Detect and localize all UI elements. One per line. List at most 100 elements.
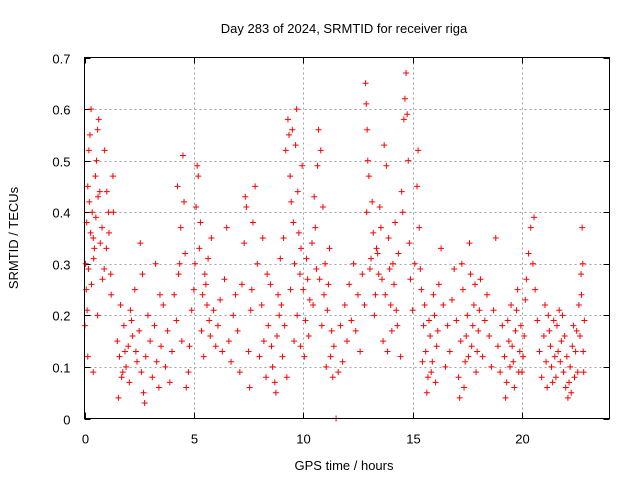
data-point	[258, 302, 265, 309]
data-point	[474, 348, 481, 355]
data-point	[245, 348, 252, 355]
data-point	[505, 338, 512, 345]
data-point	[558, 338, 565, 345]
data-point	[236, 369, 243, 376]
data-point	[177, 224, 184, 231]
data-point	[316, 276, 323, 283]
scatter-points	[81, 69, 588, 422]
data-point	[386, 265, 393, 272]
data-point	[243, 204, 250, 211]
data-point	[458, 260, 465, 267]
data-point	[520, 353, 527, 360]
data-point	[578, 291, 585, 298]
data-point	[302, 317, 309, 324]
data-point	[499, 322, 506, 329]
data-point	[453, 317, 460, 324]
data-point	[566, 379, 573, 386]
data-point	[388, 327, 395, 334]
data-point	[428, 369, 435, 376]
data-point	[214, 322, 221, 329]
data-point	[581, 317, 588, 324]
data-point	[175, 271, 182, 278]
data-point	[290, 219, 297, 226]
x-tick-label: 10	[296, 432, 310, 447]
data-point	[374, 250, 381, 257]
data-point	[289, 126, 296, 133]
data-point	[424, 374, 431, 381]
data-point	[178, 338, 185, 345]
data-point	[494, 343, 501, 350]
data-point	[457, 338, 464, 345]
data-point	[387, 302, 394, 309]
data-point	[363, 209, 370, 216]
data-point	[324, 307, 331, 314]
data-point	[511, 384, 518, 391]
data-point	[337, 322, 344, 329]
data-point	[260, 338, 267, 345]
data-point	[352, 327, 359, 334]
data-point	[263, 374, 270, 381]
data-point	[543, 358, 550, 365]
data-point	[325, 281, 332, 288]
data-point	[397, 353, 404, 360]
data-point	[212, 343, 219, 350]
data-point	[292, 142, 299, 149]
data-point	[155, 384, 162, 391]
data-point	[281, 322, 288, 329]
data-point	[90, 235, 97, 241]
data-point	[269, 363, 276, 370]
data-point	[434, 327, 441, 334]
data-point	[532, 286, 539, 293]
data-point	[344, 338, 350, 345]
data-point	[204, 302, 210, 309]
data-point	[291, 260, 298, 267]
data-point	[107, 271, 114, 278]
data-point	[182, 250, 189, 257]
data-point	[364, 126, 371, 133]
y-axis-label: SRMTID / TECUs	[6, 186, 21, 289]
data-point	[354, 291, 361, 298]
data-point	[547, 343, 554, 350]
data-point	[271, 379, 278, 386]
data-point	[181, 198, 188, 205]
data-point	[391, 281, 398, 288]
data-point	[287, 173, 294, 180]
data-point	[366, 265, 373, 272]
data-point	[389, 260, 396, 267]
data-point	[549, 379, 556, 386]
data-point	[322, 260, 329, 267]
data-point	[256, 353, 263, 360]
data-point	[301, 353, 308, 360]
data-point	[239, 281, 245, 288]
data-point	[275, 291, 282, 298]
data-point	[137, 240, 144, 247]
data-point	[383, 162, 390, 169]
data-point	[207, 332, 214, 339]
data-point	[510, 358, 517, 365]
data-point	[91, 245, 98, 252]
data-point	[574, 369, 581, 376]
data-point	[217, 296, 224, 303]
data-point	[427, 332, 434, 339]
data-point	[544, 384, 551, 391]
data-point	[449, 296, 455, 303]
data-point	[579, 224, 586, 231]
data-point	[398, 188, 405, 195]
data-point	[438, 245, 445, 252]
data-point	[128, 317, 135, 324]
data-point	[319, 204, 326, 211]
data-point	[415, 147, 422, 154]
data-point	[101, 147, 108, 154]
data-point	[563, 353, 570, 360]
data-point	[241, 240, 248, 247]
data-point	[267, 281, 274, 288]
data-point	[286, 131, 293, 138]
data-point	[418, 286, 425, 293]
data-point	[223, 224, 230, 231]
data-point	[468, 343, 475, 350]
data-point	[311, 193, 318, 200]
data-point	[373, 245, 380, 252]
data-point	[329, 374, 336, 381]
data-point	[504, 317, 511, 324]
data-point	[540, 332, 547, 339]
